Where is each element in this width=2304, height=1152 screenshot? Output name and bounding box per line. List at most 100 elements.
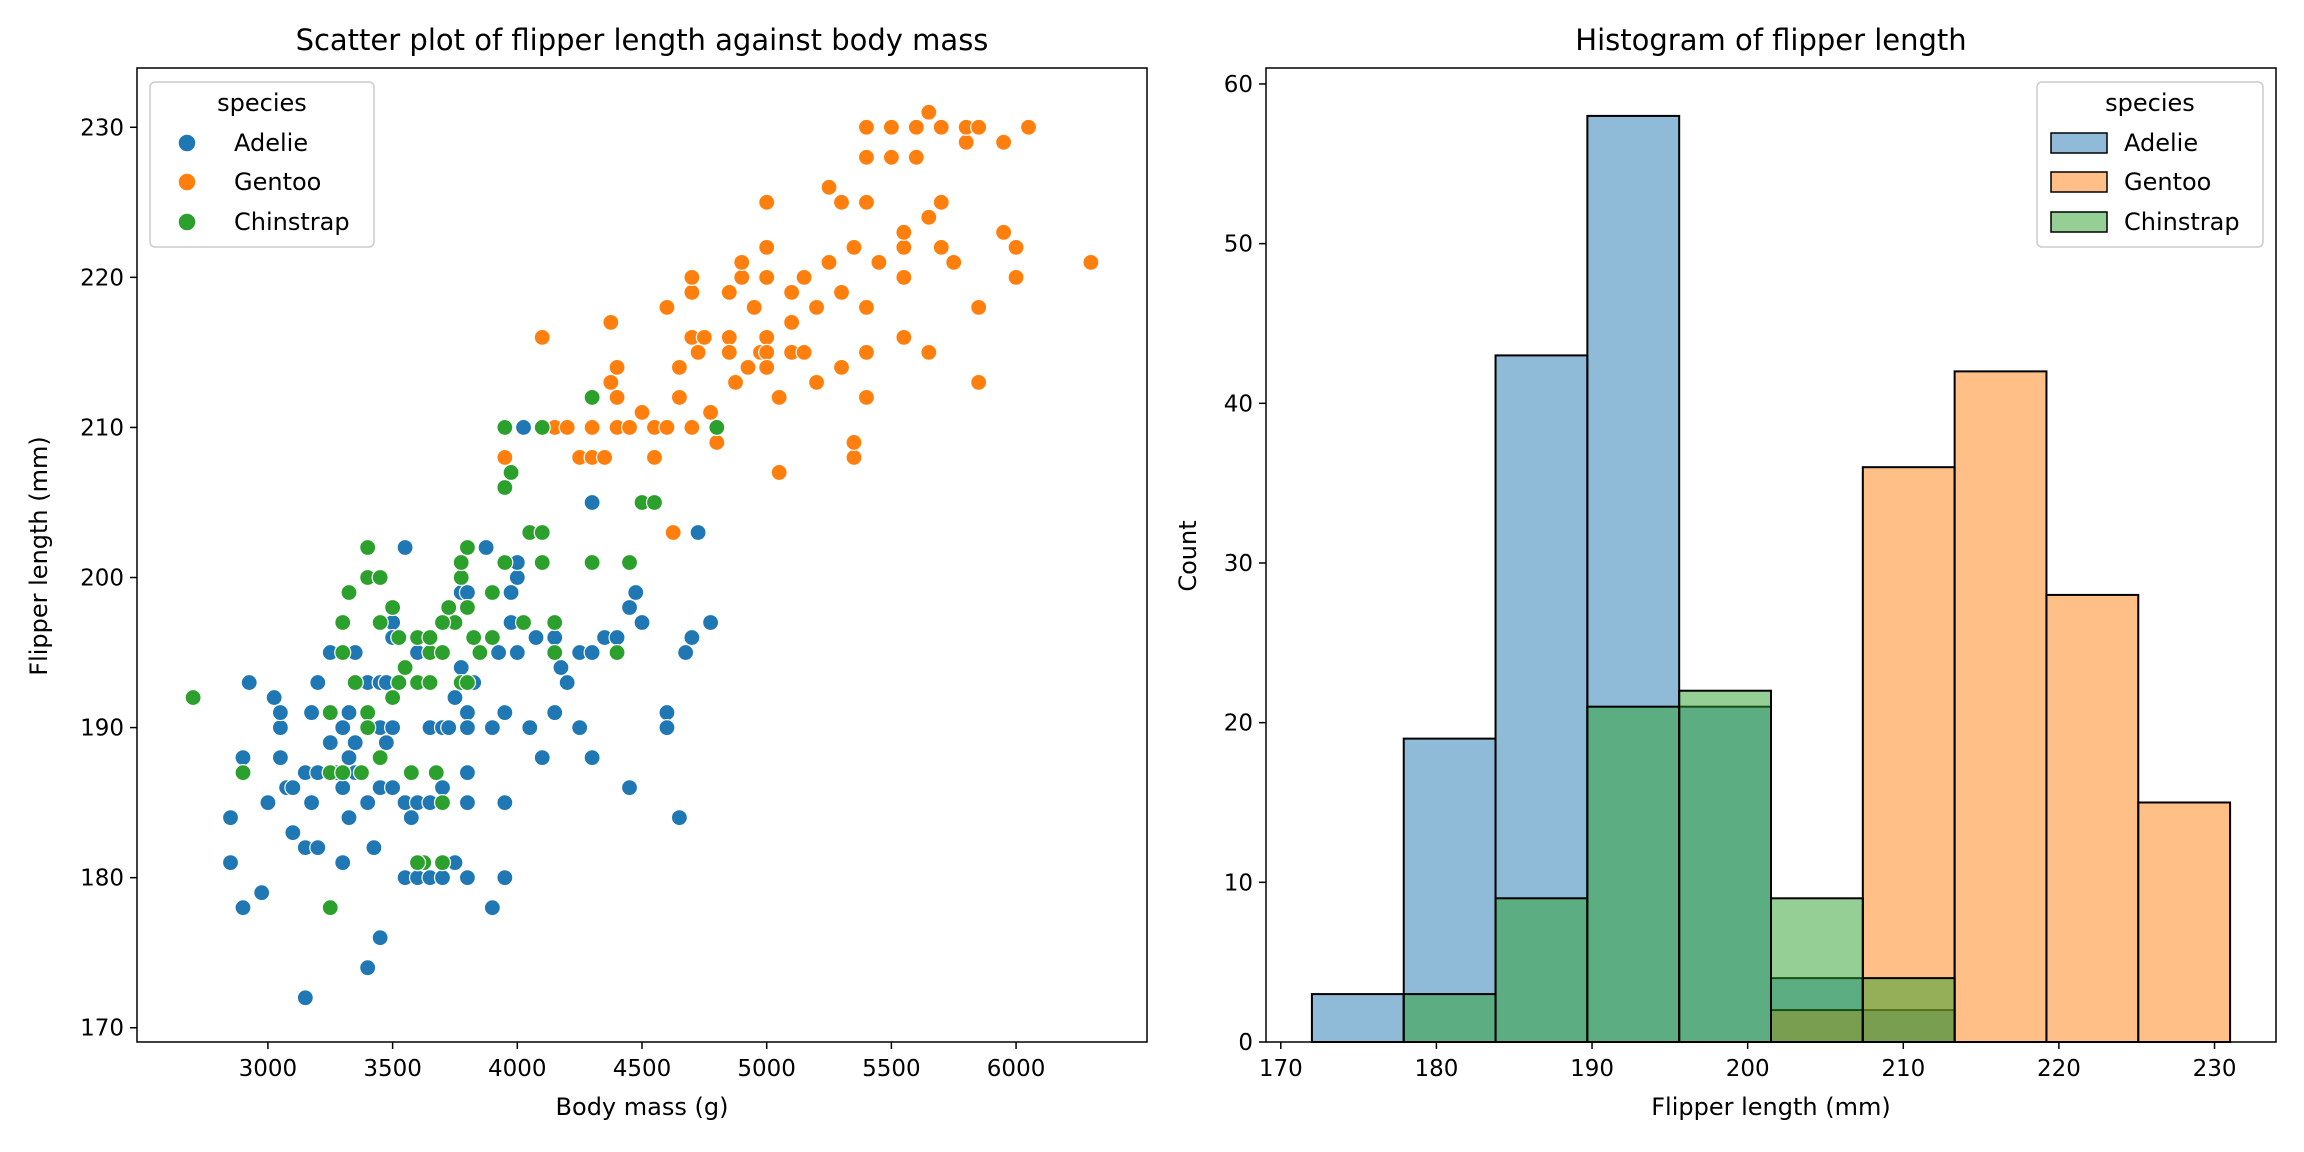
scatter-point-gentoo: [895, 328, 913, 346]
scatter-point-gentoo: [932, 118, 950, 136]
scatter-point-chinstrap: [608, 643, 626, 662]
scatter-point-adelie: [302, 703, 321, 722]
scatter-point-gentoo: [658, 298, 676, 316]
scatter-point-gentoo: [820, 178, 838, 196]
scatter-y-tick-label: 230: [80, 115, 124, 141]
scatter-point-gentoo: [832, 358, 851, 377]
scatter-point-gentoo: [1007, 238, 1025, 256]
scatter-point-gentoo: [658, 418, 676, 437]
histogram-x-tick-label: 190: [1570, 1056, 1614, 1082]
scatter-point-gentoo: [664, 523, 682, 542]
histogram-bars: [1310, 114, 2232, 1044]
histogram-panel: Histogram of flipper length Flipper leng…: [1174, 23, 2277, 1121]
scatter-point-adelie: [458, 703, 477, 722]
scatter-point-gentoo: [758, 343, 776, 361]
scatter-y-tick-label: 180: [80, 866, 124, 892]
scatter-point-adelie: [508, 568, 526, 587]
scatter-point-adelie: [533, 749, 551, 767]
scatter-point-chinstrap: [321, 703, 339, 722]
scatter-x-tick-label: 5500: [862, 1056, 921, 1082]
scatter-legend-marker-adelie: [177, 133, 197, 153]
histogram-ticks: 170 180 190 200 210 220 230 0 10 20 30 40 50 60: [1224, 72, 2237, 1082]
scatter-point-chinstrap: [440, 598, 458, 617]
histogram-bar-gentoo: [1861, 466, 1956, 1044]
scatter-point-gentoo: [533, 328, 551, 346]
scatter-point-gentoo: [995, 223, 1013, 241]
scatter-point-gentoo: [683, 283, 701, 301]
scatter-point-adelie: [340, 703, 358, 722]
scatter-point-chinstrap: [346, 673, 364, 692]
scatter-point-gentoo: [683, 268, 701, 286]
histogram-title: Histogram of flipper length: [1575, 23, 1966, 57]
scatter-point-adelie: [309, 839, 327, 857]
scatter-point-gentoo: [795, 268, 813, 286]
scatter-point-adelie: [483, 718, 501, 737]
scatter-point-adelie: [514, 418, 533, 437]
scatter-point-gentoo: [970, 373, 988, 392]
scatter-point-chinstrap: [396, 658, 414, 677]
scatter-point-chinstrap: [458, 538, 477, 557]
scatter-point-gentoo: [595, 448, 614, 467]
histogram-bar-gentoo: [1953, 370, 2048, 1043]
scatter-point-gentoo: [845, 238, 863, 256]
histogram-bar-gentoo: [2137, 801, 2232, 1044]
histogram-x-tick-label: 210: [1881, 1056, 1925, 1082]
scatter-point-adelie: [371, 929, 389, 947]
scatter-point-gentoo: [895, 238, 913, 256]
scatter-point-adelie: [502, 583, 520, 602]
scatter-point-adelie: [670, 809, 689, 827]
histogram-x-tick-label: 180: [1414, 1056, 1458, 1082]
histogram-bar-chinstrap: [1678, 689, 1772, 1043]
scatter-point-gentoo: [995, 133, 1013, 151]
scatter-point-chinstrap: [433, 794, 452, 812]
scatter-legend-title: species: [217, 89, 307, 117]
histogram-y-tick-label: 0: [1238, 1030, 1253, 1056]
scatter-point-adelie: [384, 718, 402, 737]
scatter-point-adelie: [340, 749, 358, 767]
scatter-point-gentoo: [857, 343, 876, 361]
histogram-y-tick-label: 60: [1224, 72, 1253, 98]
histogram-legend-title: species: [2105, 89, 2195, 117]
scatter-point-adelie: [490, 643, 508, 662]
scatter-point-gentoo: [633, 403, 651, 422]
scatter-y-axis-label: Flipper length (mm): [25, 436, 53, 675]
scatter-point-gentoo: [945, 253, 963, 271]
scatter-panel: Scatter plot of flipper length against b…: [25, 23, 1148, 1121]
scatter-point-chinstrap: [514, 613, 533, 632]
scatter-point-chinstrap: [427, 764, 445, 782]
scatter-point-adelie: [452, 658, 470, 677]
scatter-point-chinstrap: [421, 628, 439, 647]
histogram-legend-label-adelie: Adelie: [2124, 129, 2198, 157]
scatter-point-adelie: [253, 884, 271, 902]
scatter-point-chinstrap: [371, 613, 389, 632]
scatter-point-adelie: [546, 703, 564, 722]
histogram-bar-chinstrap: [1861, 977, 1956, 1044]
scatter-point-gentoo: [932, 193, 950, 211]
scatter-point-gentoo: [496, 448, 514, 467]
scatter-point-adelie: [334, 718, 352, 737]
histogram-x-tick-label: 230: [2193, 1056, 2237, 1082]
scatter-point-adelie: [433, 779, 452, 797]
histogram-y-tick-label: 50: [1224, 232, 1253, 258]
histogram-y-tick-label: 20: [1224, 711, 1253, 737]
scatter-point-chinstrap: [352, 764, 371, 782]
scatter-point-gentoo: [739, 358, 757, 377]
scatter-point-chinstrap: [334, 764, 352, 782]
scatter-frame: [136, 67, 1148, 1043]
scatter-point-chinstrap: [583, 553, 601, 572]
scatter-point-adelie: [546, 628, 564, 647]
scatter-x-tick-label: 3500: [363, 1056, 422, 1082]
scatter-point-adelie: [234, 749, 252, 767]
scatter-points: [184, 103, 1100, 1007]
scatter-point-gentoo: [758, 268, 776, 286]
scatter-point-adelie: [496, 794, 514, 812]
scatter-legend-marker-chinstrap: [177, 212, 197, 232]
scatter-point-adelie: [620, 779, 639, 797]
scatter-point-adelie: [496, 703, 514, 722]
scatter-point-gentoo: [745, 298, 763, 316]
scatter-point-adelie: [701, 613, 720, 632]
scatter-point-adelie: [483, 899, 501, 917]
scatter-point-gentoo: [708, 433, 726, 452]
scatter-legend-box: [149, 81, 375, 248]
scatter-point-gentoo: [882, 118, 900, 136]
